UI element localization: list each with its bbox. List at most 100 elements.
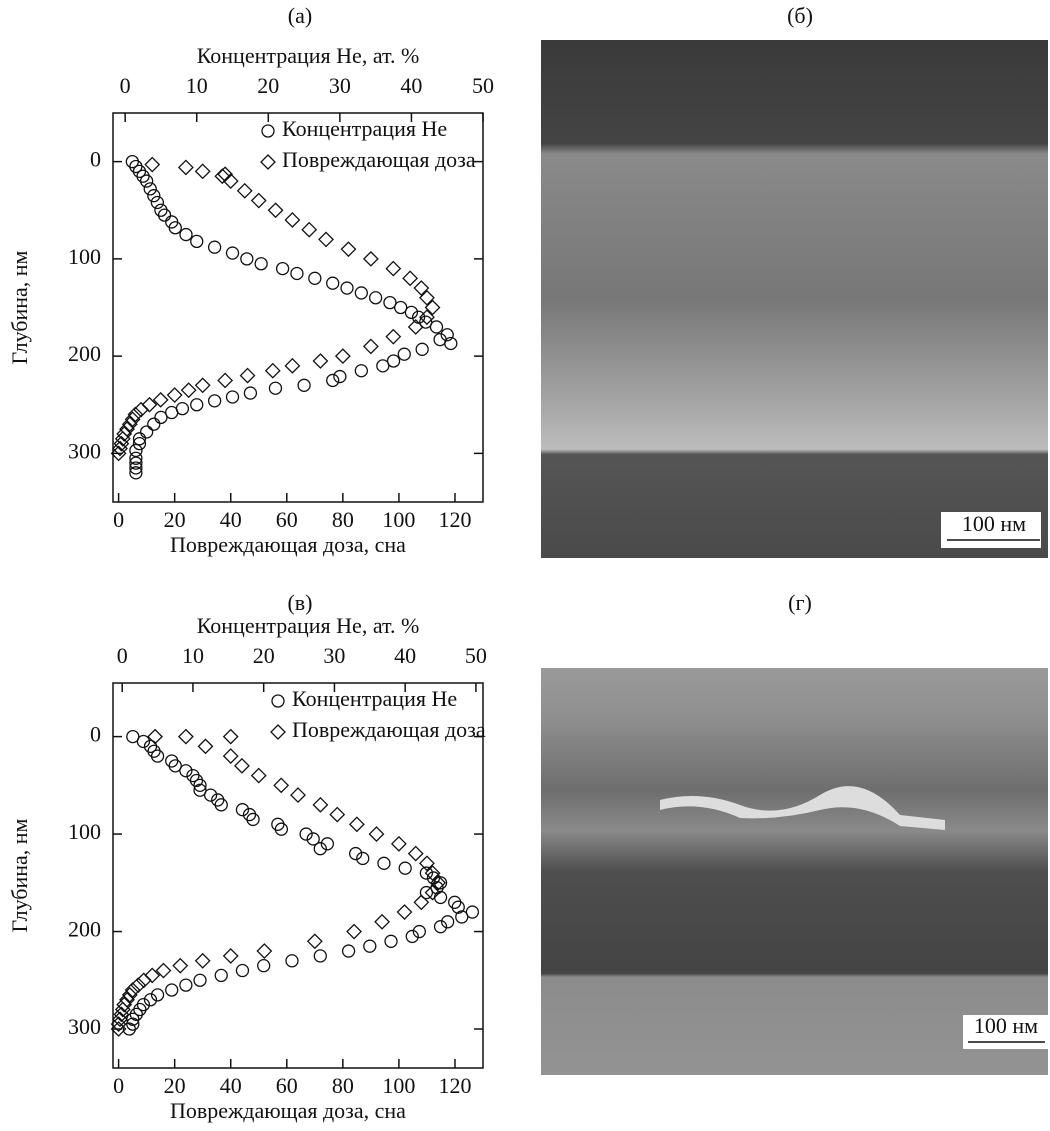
x2-tick-label: 50	[472, 73, 494, 98]
marker	[267, 202, 284, 219]
marker	[126, 729, 140, 744]
marker	[121, 416, 138, 433]
marker	[225, 390, 240, 404]
marker	[349, 846, 363, 861]
marker	[413, 280, 430, 296]
marker	[383, 295, 397, 310]
marker	[150, 749, 165, 763]
marker	[150, 988, 165, 1002]
marker	[207, 394, 222, 408]
marker	[193, 778, 207, 792]
scale-label: 100 нм	[974, 1013, 1038, 1038]
marker	[284, 357, 301, 374]
x-tick-label: 20	[164, 507, 186, 532]
marker	[424, 865, 441, 881]
marker	[329, 806, 346, 823]
scale-box	[963, 1015, 1048, 1049]
legend-marker	[260, 154, 276, 170]
legend-label: Концентрация He	[292, 686, 457, 711]
x-axis-title: Повреждающая доза, сна	[170, 1098, 406, 1123]
marker	[179, 978, 193, 992]
marker	[415, 342, 429, 356]
marker	[236, 182, 253, 199]
x2-tick-label: 0	[120, 73, 131, 98]
marker	[193, 973, 207, 987]
x-tick-label: 60	[276, 1073, 298, 1098]
x-tick-label: 40	[220, 1073, 242, 1098]
marker	[144, 156, 161, 173]
marker	[129, 466, 143, 480]
marker	[326, 373, 340, 388]
marker	[362, 250, 379, 267]
marker	[313, 949, 327, 963]
marker	[451, 900, 465, 914]
marker	[243, 386, 258, 400]
marker	[424, 299, 441, 316]
marker	[165, 405, 179, 420]
marker	[385, 260, 402, 277]
marker	[433, 920, 448, 934]
legend-label: Повреждающая доза	[282, 147, 476, 172]
legend-marker	[261, 124, 275, 138]
marker	[290, 787, 306, 804]
micrograph	[541, 40, 1048, 558]
marker	[114, 430, 131, 447]
legend-marker	[270, 724, 286, 740]
marker	[334, 348, 351, 365]
marker	[193, 783, 207, 797]
marker	[124, 411, 141, 428]
x-tick-label: 0	[113, 1073, 124, 1098]
legend-label: Повреждающая доза	[292, 717, 486, 742]
marker	[168, 759, 182, 773]
plot-frame	[112, 112, 484, 503]
marker	[396, 904, 413, 920]
marker	[362, 338, 379, 355]
marker	[404, 305, 419, 320]
marker	[147, 417, 161, 431]
marker	[346, 923, 362, 940]
marker	[222, 947, 239, 964]
marker	[419, 289, 435, 306]
x-tick-label: 40	[220, 507, 242, 532]
image-label: (б)	[787, 3, 813, 28]
y-tick-label: 300	[68, 1014, 101, 1039]
x2-tick-label: 20	[253, 643, 275, 668]
marker	[197, 738, 214, 755]
marker	[419, 885, 434, 900]
marker	[141, 396, 158, 413]
marker	[407, 319, 424, 335]
panel-label: (в)	[287, 590, 312, 615]
x2-tick-label: 40	[400, 73, 422, 98]
marker	[424, 884, 441, 901]
marker	[129, 451, 143, 465]
x-tick-label: 100	[382, 1073, 415, 1098]
x-tick-label: 120	[438, 507, 471, 532]
marker	[376, 359, 390, 373]
x-tick-label: 80	[332, 507, 354, 532]
marker	[306, 832, 320, 846]
marker	[363, 939, 377, 953]
marker	[139, 425, 154, 439]
marker	[320, 837, 335, 851]
marker	[168, 221, 182, 235]
marker	[139, 174, 154, 188]
marker	[116, 996, 133, 1013]
marker	[297, 378, 311, 392]
x2-tick-label: 10	[186, 73, 208, 98]
marker	[419, 866, 434, 880]
x-tick-label: 20	[164, 1073, 186, 1098]
marker	[377, 856, 391, 870]
marker	[257, 959, 271, 973]
marker	[132, 436, 147, 451]
marker	[179, 764, 193, 778]
marker	[165, 983, 179, 997]
marker	[110, 1021, 127, 1037]
marker	[313, 842, 327, 856]
marker	[341, 944, 356, 958]
marker	[114, 1001, 131, 1018]
marker	[155, 962, 172, 979]
marker	[397, 347, 411, 361]
y-tick-label: 0	[90, 722, 101, 747]
scale-label: 100 нм	[962, 511, 1026, 536]
marker	[135, 972, 152, 989]
